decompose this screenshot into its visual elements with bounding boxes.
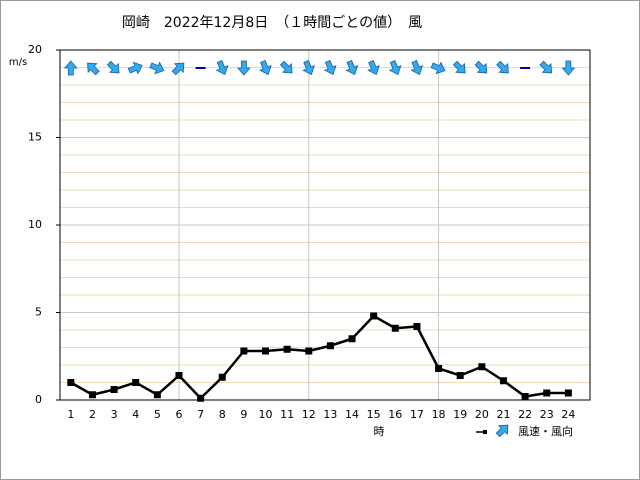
x-tick-label: 20 (475, 408, 489, 421)
x-tick-label: 11 (280, 408, 294, 421)
y-unit: m/s (9, 57, 27, 68)
point (478, 363, 486, 371)
point (305, 347, 313, 355)
point (67, 379, 75, 386)
x-tick-label: 5 (154, 408, 161, 421)
point (391, 324, 399, 332)
y-tick-label: 10 (28, 218, 42, 231)
x-tick-label: 22 (518, 408, 532, 421)
x-tick-label: 9 (240, 408, 247, 421)
wind-arrow (259, 60, 272, 76)
wind-arrow (539, 60, 553, 74)
point (543, 389, 551, 397)
point (283, 345, 291, 353)
point (370, 312, 378, 320)
wind-arrow (388, 60, 402, 76)
wind-arrow (496, 60, 509, 74)
wind-arrow (474, 60, 488, 74)
x-tick-label: 10 (259, 408, 273, 421)
y-tick-label: 5 (35, 306, 42, 319)
x-tick-label: 8 (219, 408, 226, 421)
wind-arrow (302, 60, 315, 76)
wind-arrow (452, 60, 466, 74)
x-tick-label: 18 (432, 408, 446, 421)
x-tick-label: 24 (561, 408, 575, 421)
wind-arrow (63, 60, 78, 76)
x-tick-label: 16 (388, 408, 402, 421)
x-tick-label: 14 (345, 408, 359, 421)
legend-arrow (495, 424, 509, 438)
point (110, 386, 118, 393)
y-tick-label: 20 (28, 43, 42, 56)
x-tick-label: 3 (111, 408, 118, 421)
line (70, 314, 569, 401)
wind-arrow (215, 60, 229, 76)
wind-arrow (430, 61, 446, 75)
wind-arrow (410, 60, 424, 76)
x-tick-label: 13 (323, 408, 337, 421)
point (326, 342, 334, 350)
legend-label: 風速・風向 (518, 424, 573, 438)
point (499, 377, 507, 385)
y-tick-label: 15 (28, 131, 42, 144)
wind-arrow (345, 60, 359, 76)
point (456, 372, 464, 379)
x-label: 時 (374, 425, 385, 438)
wind-arrow (561, 60, 576, 76)
wind-arrow (106, 60, 120, 74)
x-tick-label: 2 (89, 408, 96, 421)
legend-point (483, 430, 487, 434)
point (218, 373, 226, 381)
point (564, 389, 572, 397)
wind-arrow (127, 61, 143, 75)
point (521, 393, 529, 400)
point (88, 391, 96, 399)
x-tick-label: 15 (367, 408, 381, 421)
x-tick-label: 12 (302, 408, 316, 421)
point (132, 379, 140, 386)
wind-arrow (237, 60, 251, 76)
chart-title: 岡崎 2022年12月8日 （１時間ごとの値） 風 (122, 15, 422, 31)
y-tick-label: 0 (35, 393, 42, 406)
point (348, 335, 356, 343)
x-tick-label: 1 (67, 408, 74, 421)
x-tick-label: 4 (132, 408, 139, 421)
wind-arrow (367, 60, 380, 76)
x-tick-label: 21 (496, 408, 510, 421)
point (153, 391, 161, 399)
point (413, 323, 421, 330)
point (435, 365, 443, 372)
wind-arrow (149, 61, 165, 75)
wind-arrow (87, 62, 100, 76)
point (262, 347, 270, 355)
x-tick-label: 17 (410, 408, 424, 421)
x-tick-label: 23 (540, 408, 554, 421)
wind-arrow (279, 60, 293, 74)
point (175, 372, 183, 379)
x-tick-label: 19 (453, 408, 467, 421)
x-tick-label: 6 (175, 408, 182, 421)
point (197, 394, 205, 402)
wind-arrow (171, 62, 185, 76)
wind-arrow (323, 60, 337, 76)
point (240, 347, 248, 355)
x-tick-label: 7 (197, 408, 204, 421)
